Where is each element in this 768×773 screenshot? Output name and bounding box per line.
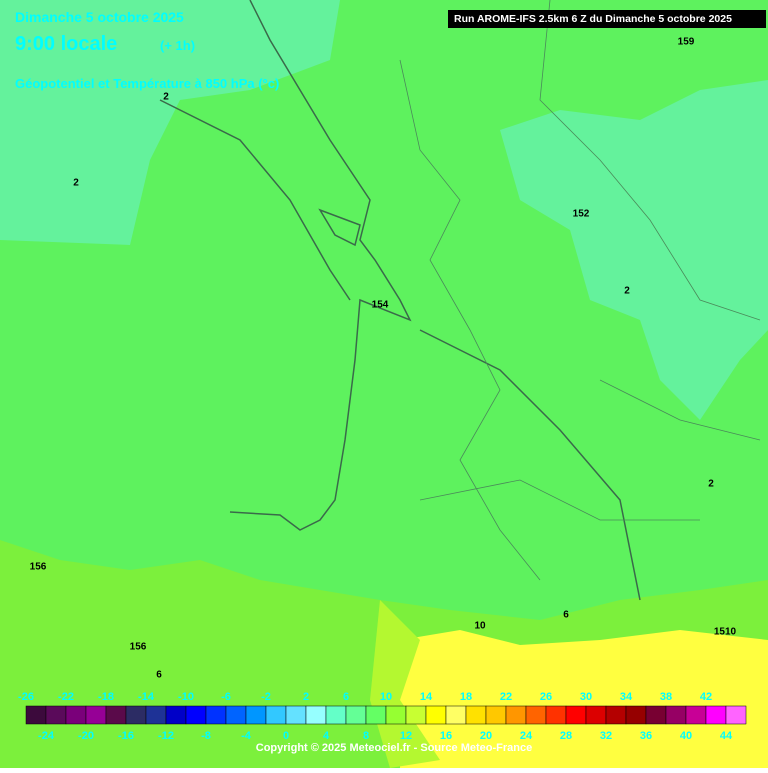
colorbar-label: -6	[221, 691, 231, 703]
colorbar-swatch	[25, 705, 47, 725]
colorbar-label: -12	[158, 730, 174, 742]
colorbar-label: -8	[201, 730, 211, 742]
colorbar-label: 12	[400, 730, 412, 742]
colorbar-label: 40	[680, 730, 692, 742]
colorbar-label: 0	[283, 730, 289, 742]
colorbar-label: 36	[640, 730, 652, 742]
time: 9:00 locale	[15, 33, 117, 55]
colorbar-swatch	[185, 705, 207, 725]
colorbar-swatch	[585, 705, 607, 725]
copyright: Copyright © 2025 Meteociel.fr - Source M…	[256, 742, 532, 754]
colorbar-swatch	[725, 705, 747, 725]
contour-label: 2	[624, 286, 630, 297]
hot-area	[400, 630, 768, 768]
colorbar-swatch	[445, 705, 467, 725]
colorbar-swatch	[325, 705, 347, 725]
colorbar-label: 38	[660, 691, 672, 703]
colorbar-swatch	[65, 705, 87, 725]
colorbar-label: -16	[118, 730, 134, 742]
colorbar-label: -10	[178, 691, 194, 703]
colorbar-label: 24	[520, 730, 533, 742]
colorbar-label: -14	[138, 691, 155, 703]
colorbar-swatch	[505, 705, 527, 725]
colorbar-swatch	[165, 705, 187, 725]
colorbar-label: 14	[420, 691, 433, 703]
colorbar-label: -22	[58, 691, 74, 703]
contour-label: 10	[474, 621, 486, 632]
contour-label: 156	[30, 562, 47, 573]
colorbar-swatch	[705, 705, 727, 725]
colorbar-label: -20	[78, 730, 94, 742]
colorbar-swatch	[685, 705, 707, 725]
contour-label: 6	[156, 670, 162, 681]
colorbar-label: -4	[241, 730, 252, 742]
colorbar-label: 8	[363, 730, 369, 742]
coastline	[159, 0, 641, 601]
colorbar-label: 22	[500, 691, 512, 703]
colorbar-label: -18	[98, 691, 114, 703]
colorbar-label: -24	[38, 730, 55, 742]
colorbar-swatch	[425, 705, 447, 725]
field: Géopotentiel et Température à 850 hPa (°…	[15, 76, 279, 91]
colorbar-swatch	[205, 705, 227, 725]
colorbar-swatch	[85, 705, 107, 725]
colorbar-swatch	[145, 705, 167, 725]
contour-label: 6	[563, 610, 569, 621]
colorbar-swatch	[285, 705, 307, 725]
contour-label: 152	[573, 209, 590, 220]
contour-label: 2	[708, 479, 714, 490]
contour-label: 2	[73, 178, 79, 189]
run: Run AROME-IFS 2.5km 6 Z du Dimanche 5 oc…	[454, 13, 732, 25]
colorbar-label: 18	[460, 691, 472, 703]
contour-label: 156	[130, 642, 147, 653]
colorbar-swatch	[385, 705, 407, 725]
colorbar-label: 20	[480, 730, 492, 742]
colorbar-label: 42	[700, 691, 712, 703]
colorbar-swatch	[485, 705, 507, 725]
colorbar-label: 30	[580, 691, 592, 703]
colorbar-swatch	[545, 705, 567, 725]
colorbar-swatch	[305, 705, 327, 725]
colorbar-label: 32	[600, 730, 612, 742]
colorbar-label: 44	[720, 730, 733, 742]
cool-area	[500, 80, 768, 420]
colorbar-swatch	[105, 705, 127, 725]
cool-area	[0, 0, 340, 245]
colorbar-label: 26	[540, 691, 552, 703]
offset: (+ 1h)	[160, 38, 195, 53]
colorbar-swatch	[225, 705, 247, 725]
warm-area	[370, 600, 440, 768]
colorbar-label: 4	[323, 730, 330, 742]
colorbar-label: -2	[261, 691, 271, 703]
colorbar-label: 16	[440, 730, 452, 742]
contour-label: 159	[678, 37, 695, 48]
colorbar-swatch	[345, 705, 367, 725]
colorbar-swatch	[565, 705, 587, 725]
date: Dimanche 5 octobre 2025	[15, 9, 184, 25]
colorbar-swatch	[365, 705, 387, 725]
colorbar-label: -26	[18, 691, 34, 703]
colorbar-swatch	[45, 705, 67, 725]
colorbar-swatch	[405, 705, 427, 725]
colorbar-swatch	[265, 705, 287, 725]
colorbar-swatch	[125, 705, 147, 725]
colorbar-label: 34	[620, 691, 633, 703]
run-box	[448, 10, 766, 28]
colorbar-swatch	[525, 705, 547, 725]
colorbar-swatch	[465, 705, 487, 725]
contour-label: 1510	[714, 627, 737, 638]
colorbar-label: 28	[560, 730, 572, 742]
colorbar-label: 2	[303, 691, 309, 703]
colorbar-label: 6	[343, 691, 349, 703]
colorbar-swatch	[245, 705, 267, 725]
colorbar-swatch	[665, 705, 687, 725]
colorbar-swatch	[645, 705, 667, 725]
colorbar-swatch	[605, 705, 627, 725]
contour-label: 2	[163, 92, 169, 103]
colorbar-label: 10	[380, 691, 392, 703]
borders	[399, 0, 761, 581]
colorbar-swatch	[625, 705, 647, 725]
contour-label: 154	[372, 300, 389, 311]
